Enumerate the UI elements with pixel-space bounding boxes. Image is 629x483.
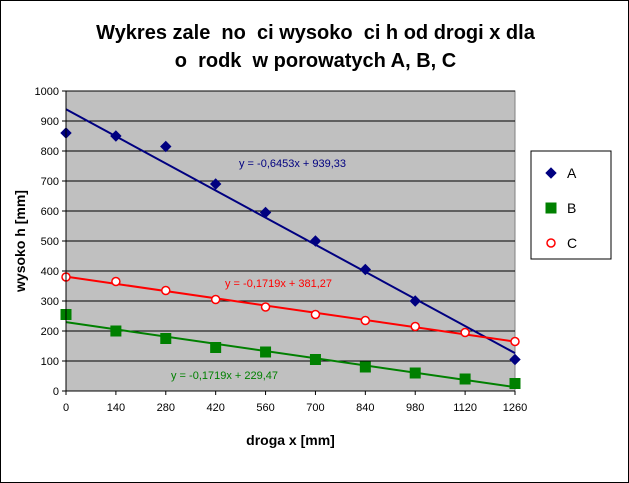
point-B-3: [210, 342, 222, 353]
point-C-9: [510, 336, 520, 347]
chart-title: Wykres zale no ci wysoko ci h od drogi x…: [96, 22, 535, 72]
x-tick-label-280: 280: [157, 402, 175, 414]
y-tick-label-500: 500: [41, 236, 59, 248]
point-B-7: [409, 367, 421, 379]
x-tick-label-700: 700: [306, 402, 324, 414]
point-B-5: [309, 354, 321, 365]
point-B-2: [160, 333, 172, 344]
x-tick-label-140: 140: [107, 402, 125, 414]
x-tick-label-420: 420: [206, 402, 224, 414]
point-C-7: [410, 321, 420, 332]
y-tick-label-700: 700: [41, 176, 59, 188]
point-C-4: [260, 302, 271, 312]
point-C-3: [210, 294, 221, 305]
point-C-2: [161, 285, 171, 296]
legend-marker-A: [545, 167, 557, 179]
x-tick-label-1120: 1120: [453, 402, 477, 414]
y-tick-label-900: 900: [41, 116, 59, 128]
x-axis-title: droga x [mm]: [246, 432, 335, 448]
trend-equation-C: y = -0,1719x + 381,27: [225, 278, 332, 290]
trendline-C: [65, 275, 516, 343]
point-B-6: [359, 361, 371, 373]
point-A-3: [209, 178, 222, 190]
x-tick-label-1260: 1260: [503, 402, 527, 414]
point-A-6: [359, 263, 372, 276]
legend-label-B: B: [567, 200, 576, 216]
trend-equation-A: y = -0,6453x + 939,33: [239, 158, 346, 170]
point-A-5: [309, 235, 322, 247]
point-C-5: [310, 309, 321, 320]
point-C-8: [460, 327, 470, 338]
x-tick-label-980: 980: [406, 402, 424, 414]
point-A-2: [160, 140, 172, 153]
legend-marker-C: [546, 238, 556, 248]
y-tick-label-800: 800: [41, 146, 59, 158]
y-tick-label-200: 200: [41, 326, 59, 338]
point-A-1: [110, 130, 122, 142]
y-tick-label-600: 600: [41, 206, 59, 218]
y-tick-label-100: 100: [41, 356, 59, 368]
y-tick-label-0: 0: [53, 386, 59, 398]
point-B-1: [110, 325, 122, 337]
trendline-A: [65, 108, 516, 355]
x-tick-label-840: 840: [356, 402, 374, 414]
legend: A B C: [530, 150, 612, 260]
legend-label-C: C: [567, 235, 577, 251]
legend-marker-B: [545, 202, 557, 214]
y-tick-label-400: 400: [41, 266, 59, 278]
point-B-9: [509, 378, 521, 389]
point-B-4: [260, 346, 272, 358]
y-axis-title: wysoko h [mm]: [12, 190, 28, 293]
point-A-8: [509, 353, 521, 366]
trend-equation-B: y = -0,1719x + 229,47: [171, 370, 278, 382]
x-tick-label-0: 0: [63, 402, 69, 414]
point-A-4: [259, 206, 272, 219]
legend-box: [530, 150, 612, 260]
y-tick-label-300: 300: [41, 296, 59, 308]
legend-label-A: A: [567, 165, 577, 181]
point-C-6: [360, 315, 371, 326]
trendline-B: [65, 321, 516, 389]
point-A-7: [409, 295, 421, 307]
y-tick-label-1000: 1000: [35, 86, 59, 98]
x-tick-label-560: 560: [256, 402, 274, 414]
point-C-1: [111, 276, 121, 287]
point-B-8: [459, 373, 471, 385]
